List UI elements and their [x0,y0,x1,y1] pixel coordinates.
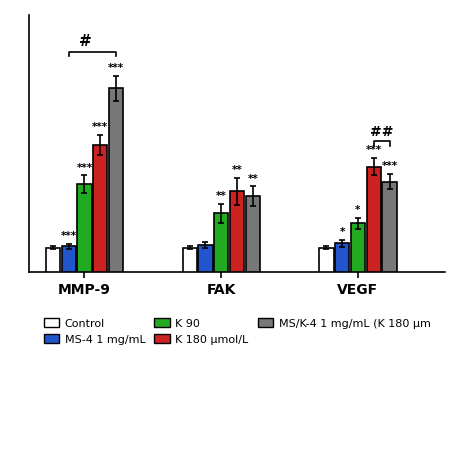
Text: **: ** [216,191,227,201]
Bar [77,184,91,272]
Text: ***: *** [365,146,382,155]
Text: ***: *** [108,64,124,73]
Bar [246,196,260,272]
Text: **: ** [247,173,258,183]
Text: #: # [79,34,91,49]
Bar [351,223,365,272]
Text: ##: ## [370,125,393,139]
Bar [198,245,212,272]
Bar [230,191,244,272]
Bar [182,248,197,272]
Text: **: ** [232,165,242,175]
Bar [335,243,349,272]
Text: ***: *** [61,231,77,241]
Text: *: * [356,205,361,215]
Bar [383,182,397,272]
Bar [62,246,76,272]
Bar [109,89,123,272]
Text: ***: *** [382,161,398,171]
Text: ***: *** [92,122,109,132]
Legend: Control, MS-4 1 mg/mL, K 90, K 180 μmol/L, MS/K-4 1 mg/mL (K 180 μm: Control, MS-4 1 mg/mL, K 90, K 180 μmol/… [39,314,435,349]
Bar [319,248,334,272]
Text: ***: *** [76,163,92,173]
Bar [93,145,108,272]
Bar [46,248,60,272]
Text: *: * [339,227,345,237]
Bar [366,167,381,272]
Bar [214,213,228,272]
